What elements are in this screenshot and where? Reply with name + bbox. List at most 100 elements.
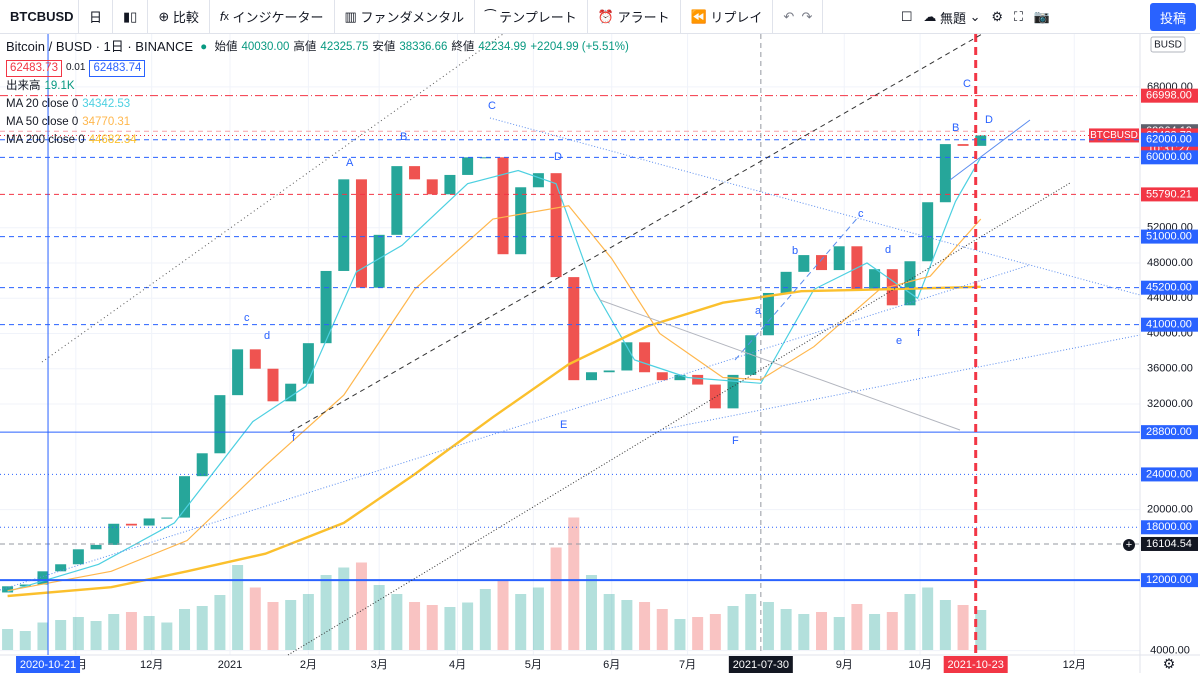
- compare-button[interactable]: ⊕ 比較: [148, 0, 210, 34]
- date-tag: [728, 656, 793, 673]
- trend-line: [489, 117, 1141, 296]
- replay-button[interactable]: ⏪ リプレイ: [681, 0, 774, 34]
- volume-bar: [373, 585, 385, 650]
- volume-bar: [249, 587, 261, 650]
- candle-body: [232, 349, 244, 396]
- volume-bar: [232, 565, 244, 650]
- ohlc-value: 42325.75: [320, 41, 369, 53]
- price-tag: [1141, 573, 1198, 588]
- chart-type-button[interactable]: ▮▯: [113, 0, 149, 34]
- volume-bar: [816, 612, 828, 650]
- volume-bar: [922, 587, 934, 650]
- alert-button[interactable]: ⏰ アラート: [588, 0, 681, 34]
- volume-bar: [975, 610, 987, 650]
- trend-line: [599, 299, 961, 431]
- price-tag: [1141, 88, 1198, 103]
- volume-bar: [497, 580, 509, 650]
- layout-menu[interactable]: ☐ ☁ 無題 ⌄ ⚙ ⛶ 📷: [900, 9, 1050, 26]
- label: アラート: [617, 10, 670, 25]
- price-tag-label: 66998.00: [1146, 90, 1192, 102]
- settings-icon[interactable]: ⚙: [1163, 656, 1176, 672]
- interval-button[interactable]: 日: [79, 0, 114, 34]
- volume-bar: [550, 547, 562, 650]
- x-tick-label: 4月: [449, 659, 466, 671]
- candle-body: [709, 384, 721, 409]
- label: 無題: [940, 10, 967, 26]
- price-tag-label: 24000.00: [1146, 468, 1192, 480]
- volume-value: 19.1K: [44, 80, 75, 92]
- publish-button[interactable]: 投稿: [1149, 3, 1196, 31]
- ma-name: MA 200 close 0: [6, 134, 85, 146]
- volume-bar: [904, 594, 916, 650]
- x-tick-label: 5月: [525, 659, 542, 671]
- currency-badge[interactable]: [1150, 36, 1186, 53]
- fundamental-button[interactable]: ▥ ファンダメンタル: [335, 0, 476, 34]
- price-tag-label: 16104.54: [1146, 538, 1192, 550]
- price-tag-label: 12000.00: [1146, 574, 1192, 586]
- volume-bar: [302, 594, 314, 650]
- date-tag-label: 2021-10-23: [948, 659, 1004, 671]
- crosshair-add-button[interactable]: [1123, 539, 1135, 551]
- price-tag-label: 18000.00: [1146, 521, 1192, 533]
- wave-label: D: [554, 151, 562, 163]
- candle-body: [249, 349, 261, 369]
- candle-body: [780, 271, 792, 293]
- volume-bar: [674, 619, 686, 650]
- symbol-tag: [1089, 128, 1139, 143]
- volume-bar: [603, 594, 615, 650]
- drawings: [0, 33, 1141, 656]
- ma-name: MA 20 close 0: [6, 98, 79, 110]
- volume-bar: [267, 602, 279, 650]
- currency-label: BUSD: [1154, 40, 1182, 51]
- sell-price[interactable]: 62483.73: [6, 59, 62, 77]
- price-tag-label: 45200.00: [1146, 282, 1192, 294]
- volume-bar: [621, 600, 633, 650]
- price-tag: [1141, 425, 1198, 440]
- volume-bar: [214, 595, 226, 650]
- label: インジケーター: [232, 10, 324, 25]
- template-button[interactable]: ⁀ テンプレート: [475, 0, 588, 34]
- candle-body: [656, 372, 668, 381]
- volume-bar: [709, 614, 721, 650]
- wave-label: f: [917, 327, 921, 339]
- label: ファンダメンタル: [360, 10, 465, 25]
- x-tick-label: 2月: [300, 659, 317, 671]
- candle-body: [497, 157, 509, 255]
- undo-redo[interactable]: ↶ ↷: [773, 0, 824, 34]
- volume-bar: [37, 622, 49, 650]
- legend-row: Bitcoin / BUSD · 1日 · BINANCE ● 始値 40030.…: [6, 39, 629, 54]
- volume-bar: [532, 587, 544, 650]
- symbol-button[interactable]: BTCBUSD: [0, 0, 79, 34]
- price-tag: [1141, 467, 1198, 482]
- ma-legend-row: MA 200 close 0 44682.34: [6, 131, 629, 149]
- wave-label: D: [985, 114, 993, 126]
- x-tick-label: 3月: [371, 659, 388, 671]
- wave-label: f: [292, 432, 296, 444]
- wave-label: F: [732, 435, 739, 447]
- candle-body: [462, 157, 474, 175]
- date-tag: [943, 656, 1008, 673]
- price-tag: [1141, 520, 1198, 535]
- x-tick-label: 12月: [140, 659, 163, 671]
- candle-body: [816, 255, 828, 271]
- candle-body: [391, 166, 403, 235]
- volume-bar: [444, 607, 456, 650]
- candle-body: [320, 270, 332, 344]
- candle-body: [444, 174, 456, 195]
- date-tag-label: 2021-07-30: [733, 659, 789, 671]
- y-tick-label: 4000.00: [1150, 645, 1190, 657]
- buy-price[interactable]: 62483.74: [89, 59, 146, 77]
- candle-body: [692, 374, 704, 385]
- symbol-title: Bitcoin / BUSD · 1日 · BINANCE: [6, 39, 194, 54]
- volume-bar: [108, 614, 120, 650]
- wave-label: c: [858, 208, 864, 220]
- volume-bar: [2, 629, 14, 650]
- candle-body: [515, 187, 527, 255]
- volume-bar: [479, 589, 491, 650]
- volume-bar: [285, 600, 297, 650]
- volume-bar: [320, 575, 332, 650]
- volume-bar: [338, 567, 350, 650]
- candle-body: [550, 173, 562, 278]
